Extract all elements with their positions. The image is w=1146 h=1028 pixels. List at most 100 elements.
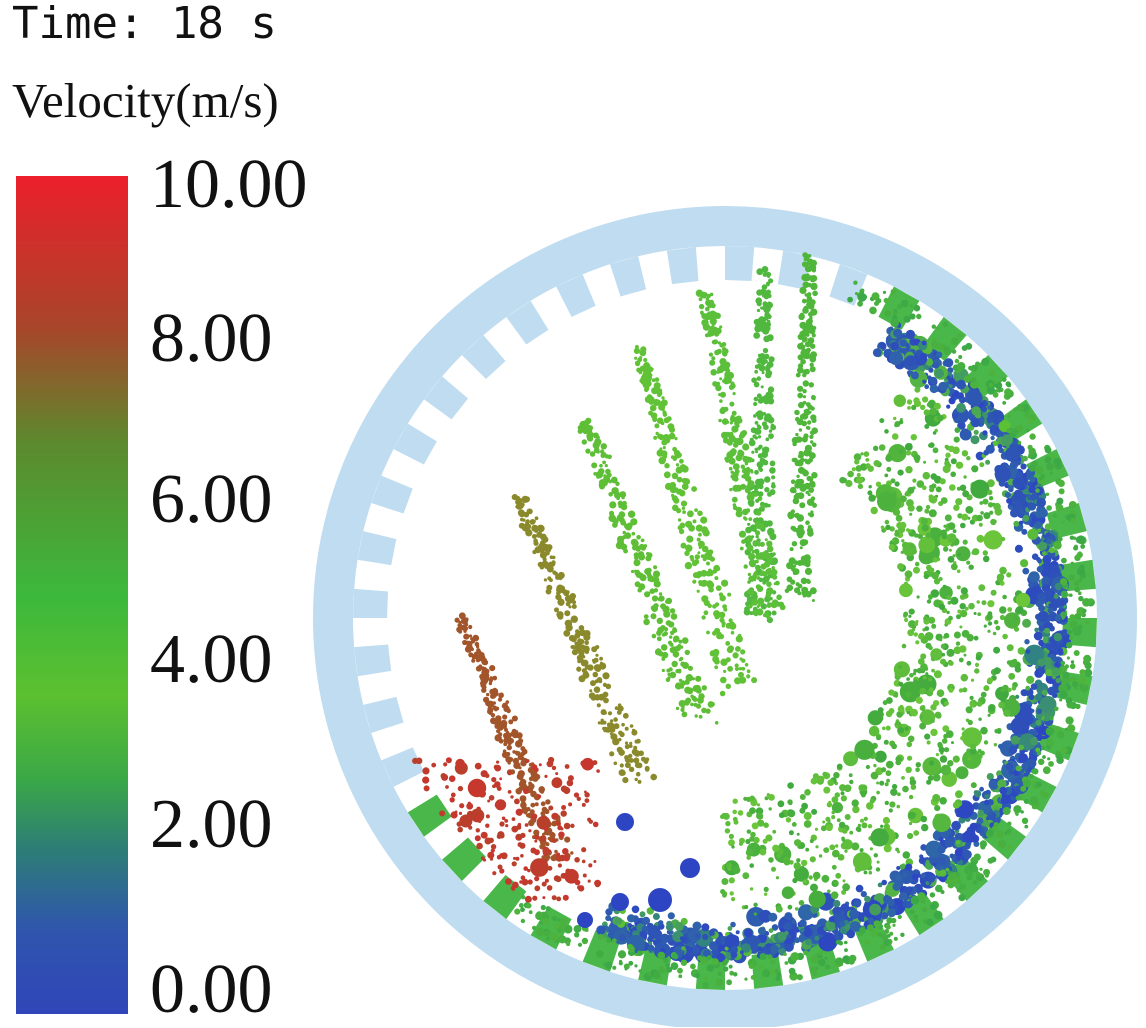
particle xyxy=(1004,612,1021,629)
particle xyxy=(709,317,717,325)
particle xyxy=(552,570,557,575)
particle xyxy=(709,650,716,657)
particle xyxy=(554,607,559,613)
particle xyxy=(1056,730,1065,739)
particle xyxy=(1053,594,1059,599)
particle xyxy=(1078,578,1082,582)
particle xyxy=(578,649,585,657)
particle xyxy=(868,494,876,502)
particle xyxy=(517,811,522,816)
particle xyxy=(983,685,990,692)
particle xyxy=(525,902,532,909)
particle xyxy=(929,760,935,766)
particle xyxy=(955,840,961,845)
particle xyxy=(736,424,740,428)
colorbar-tick-8: 8.00 xyxy=(150,300,273,377)
particle xyxy=(869,903,881,916)
particle xyxy=(448,775,456,782)
particle xyxy=(934,459,939,464)
particle xyxy=(673,638,678,643)
particle xyxy=(922,471,931,480)
particle xyxy=(520,854,524,858)
particle xyxy=(785,817,792,823)
particle xyxy=(480,831,488,839)
particle xyxy=(910,371,919,380)
particle xyxy=(758,444,763,449)
particle xyxy=(801,859,808,867)
particle xyxy=(1053,457,1062,466)
particle xyxy=(757,927,766,935)
particle xyxy=(485,823,490,828)
particle xyxy=(767,275,770,278)
particle xyxy=(835,872,842,879)
particle xyxy=(804,789,811,796)
particle xyxy=(998,743,1004,749)
particle xyxy=(1006,428,1012,434)
particle xyxy=(1022,618,1032,628)
particle xyxy=(909,673,914,678)
particle xyxy=(757,435,762,439)
particle xyxy=(727,926,733,931)
particle xyxy=(988,779,999,790)
particle xyxy=(1068,574,1075,581)
particle xyxy=(719,617,725,623)
particle xyxy=(1008,745,1018,755)
particle xyxy=(926,918,934,926)
particle xyxy=(702,933,709,941)
particle xyxy=(495,799,507,811)
particle xyxy=(951,820,961,831)
particle xyxy=(915,767,920,773)
particle xyxy=(565,941,571,947)
particle xyxy=(1008,672,1016,680)
particle xyxy=(983,740,989,745)
particle xyxy=(626,522,633,529)
particle xyxy=(808,275,814,281)
particle xyxy=(1075,703,1081,710)
particle xyxy=(761,421,768,427)
particle xyxy=(557,613,564,620)
lifter-bar xyxy=(556,274,596,317)
particle xyxy=(732,463,740,470)
particle xyxy=(1022,515,1030,522)
particle xyxy=(962,687,968,693)
particle xyxy=(766,334,774,342)
particle xyxy=(796,858,801,863)
particle xyxy=(794,907,799,911)
particle xyxy=(1021,473,1028,479)
particle xyxy=(523,788,529,795)
particle xyxy=(942,465,951,474)
particle xyxy=(681,506,686,510)
particle xyxy=(665,963,670,968)
particle xyxy=(814,935,820,941)
particle xyxy=(897,469,904,476)
particle xyxy=(719,343,724,348)
particle xyxy=(1080,698,1084,702)
particle xyxy=(490,844,497,850)
particle xyxy=(784,961,789,965)
particle xyxy=(538,787,543,792)
particle xyxy=(761,289,768,296)
particle xyxy=(981,600,987,606)
particle xyxy=(955,641,961,646)
particle xyxy=(746,669,751,674)
particle xyxy=(622,712,629,719)
particle xyxy=(941,652,946,657)
particle xyxy=(789,547,794,552)
particle xyxy=(966,871,974,878)
legend-title: Velocity(m/s) xyxy=(12,73,279,128)
particle xyxy=(574,641,582,648)
particle xyxy=(521,895,526,900)
particle xyxy=(777,800,785,808)
particle xyxy=(803,554,811,562)
particle xyxy=(959,645,967,653)
particle xyxy=(997,444,1003,449)
particle xyxy=(825,964,830,970)
particle xyxy=(520,875,526,880)
particle xyxy=(767,954,773,959)
particle xyxy=(455,763,463,770)
particle xyxy=(948,445,955,452)
particle xyxy=(864,895,871,903)
particle xyxy=(827,889,831,894)
particle xyxy=(762,551,769,557)
particle xyxy=(563,629,571,637)
